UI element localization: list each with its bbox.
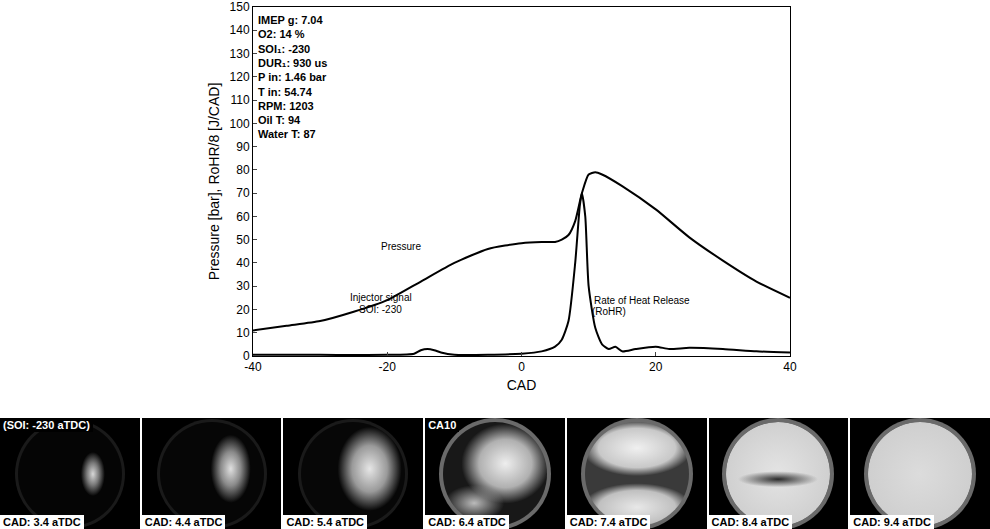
svg-text:Pressure [bar], RoHR/8 [J/CAD]: Pressure [bar], RoHR/8 [J/CAD] [206, 83, 222, 281]
svg-text:120: 120 [230, 70, 250, 84]
svg-text:20: 20 [649, 360, 663, 374]
svg-text:30: 30 [236, 279, 250, 293]
html-text:CA10: CA10 [428, 419, 457, 431]
svg-text:130: 130 [230, 47, 250, 61]
svg-text:60: 60 [236, 210, 250, 224]
html-text:CAD: 8.4 aTDC: CAD: 8.4 aTDC [711, 516, 790, 528]
svg-text:(RoHR): (RoHR) [592, 306, 626, 317]
svg-text:90: 90 [236, 140, 250, 154]
svg-text:80: 80 [236, 163, 250, 177]
svg-text:Pressure: Pressure [381, 241, 421, 252]
svg-text:Injector signal: Injector signal [350, 292, 412, 303]
svg-text:70: 70 [236, 186, 250, 200]
svg-text:0: 0 [518, 360, 525, 374]
svg-text:CAD: CAD [507, 377, 537, 393]
html-text:(SOI: -230 aTDC): (SOI: -230 aTDC) [3, 419, 90, 431]
html-text:CAD: 9.4 aTDC: CAD: 9.4 aTDC [853, 516, 931, 528]
svg-text:IMEP g: 7.04O2: 14 %SOI₁: -230: IMEP g: 7.04O2: 14 %SOI₁: -230DUR₁: 930 … [258, 14, 327, 140]
html-text:CAD: 4.4 aTDC: CAD: 4.4 aTDC [144, 516, 223, 528]
svg-text:110: 110 [230, 93, 249, 107]
svg-text:0: 0 [243, 349, 250, 363]
svg-text:50: 50 [236, 233, 250, 247]
svg-text:10: 10 [236, 326, 250, 340]
svg-text:-40: -40 [244, 360, 262, 374]
svg-text:150: 150 [230, 0, 250, 14]
html-text:CAD: 6.4 aTDC: CAD: 6.4 aTDC [428, 516, 506, 528]
svg-text:20: 20 [236, 303, 250, 317]
svg-text:Rate of Heat Release: Rate of Heat Release [594, 295, 690, 306]
html-text:CAD: 3.4 aTDC: CAD: 3.4 aTDC [3, 516, 81, 528]
svg-text:-20: -20 [379, 360, 397, 374]
svg-text:SOI: -230: SOI: -230 [359, 304, 402, 315]
svg-text:40: 40 [783, 360, 797, 374]
svg-text:100: 100 [230, 117, 250, 131]
html-text:CAD: 5.4 aTDC: CAD: 5.4 aTDC [286, 516, 364, 528]
svg-text:140: 140 [230, 23, 250, 37]
html-text:CAD: 7.4 aTDC: CAD: 7.4 aTDC [569, 516, 648, 528]
svg-text:40: 40 [236, 256, 250, 270]
